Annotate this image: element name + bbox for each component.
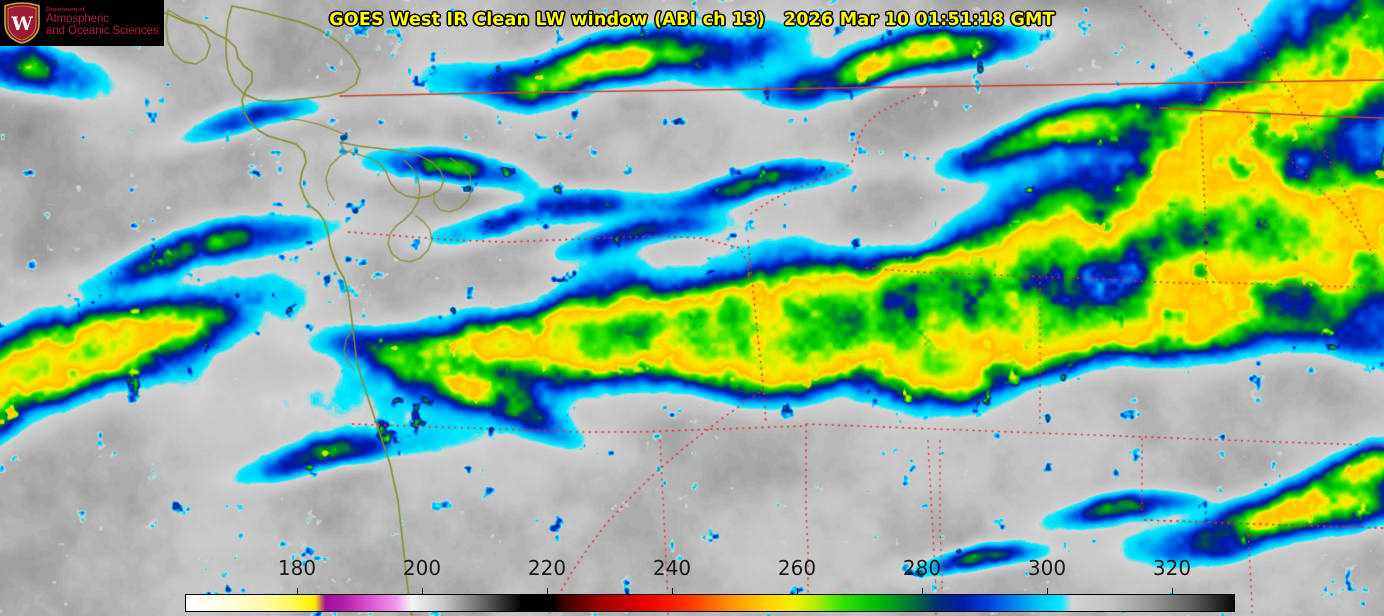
colorbar-label-300: 300 — [1027, 556, 1067, 580]
colorbar-label-220: 220 — [527, 556, 567, 580]
logo-line-2: and Oceanic Sciences — [46, 24, 159, 37]
colorbar-label-240: 240 — [652, 556, 692, 580]
colorbar-tick-marks — [185, 588, 1235, 595]
colorbar-label-280: 280 — [902, 556, 942, 580]
colorbar-tick-280 — [922, 588, 923, 595]
uw-aos-logo: W Department of Atmospheric and Oceanic … — [0, 0, 164, 46]
colorbar-label-180: 180 — [277, 556, 317, 580]
colorbar-label-200: 200 — [402, 556, 442, 580]
colorbar-tick-180 — [297, 588, 298, 595]
colorbar-tick-320 — [1172, 588, 1173, 595]
colorbar-tick-200 — [422, 588, 423, 595]
colorbar-tick-240 — [672, 588, 673, 595]
svg-text:W: W — [10, 13, 33, 35]
colorbar-label-320: 320 — [1152, 556, 1192, 580]
logo-dept-prefix: Department of — [46, 7, 85, 14]
colorbar-gradient — [185, 594, 1235, 612]
colorbar-tick-260 — [797, 588, 798, 595]
colorbar-legend: 180 200 220 240 260 280 300 320 — [185, 556, 1235, 616]
colorbar-tick-labels: 180 200 220 240 260 280 300 320 — [185, 556, 1235, 586]
colorbar-label-260: 260 — [777, 556, 817, 580]
colorbar-tick-300 — [1047, 588, 1048, 595]
logo-line-1: Atmospheric — [46, 13, 109, 26]
colorbar-tick-220 — [547, 588, 548, 595]
uw-crest-icon: W — [2, 2, 42, 44]
